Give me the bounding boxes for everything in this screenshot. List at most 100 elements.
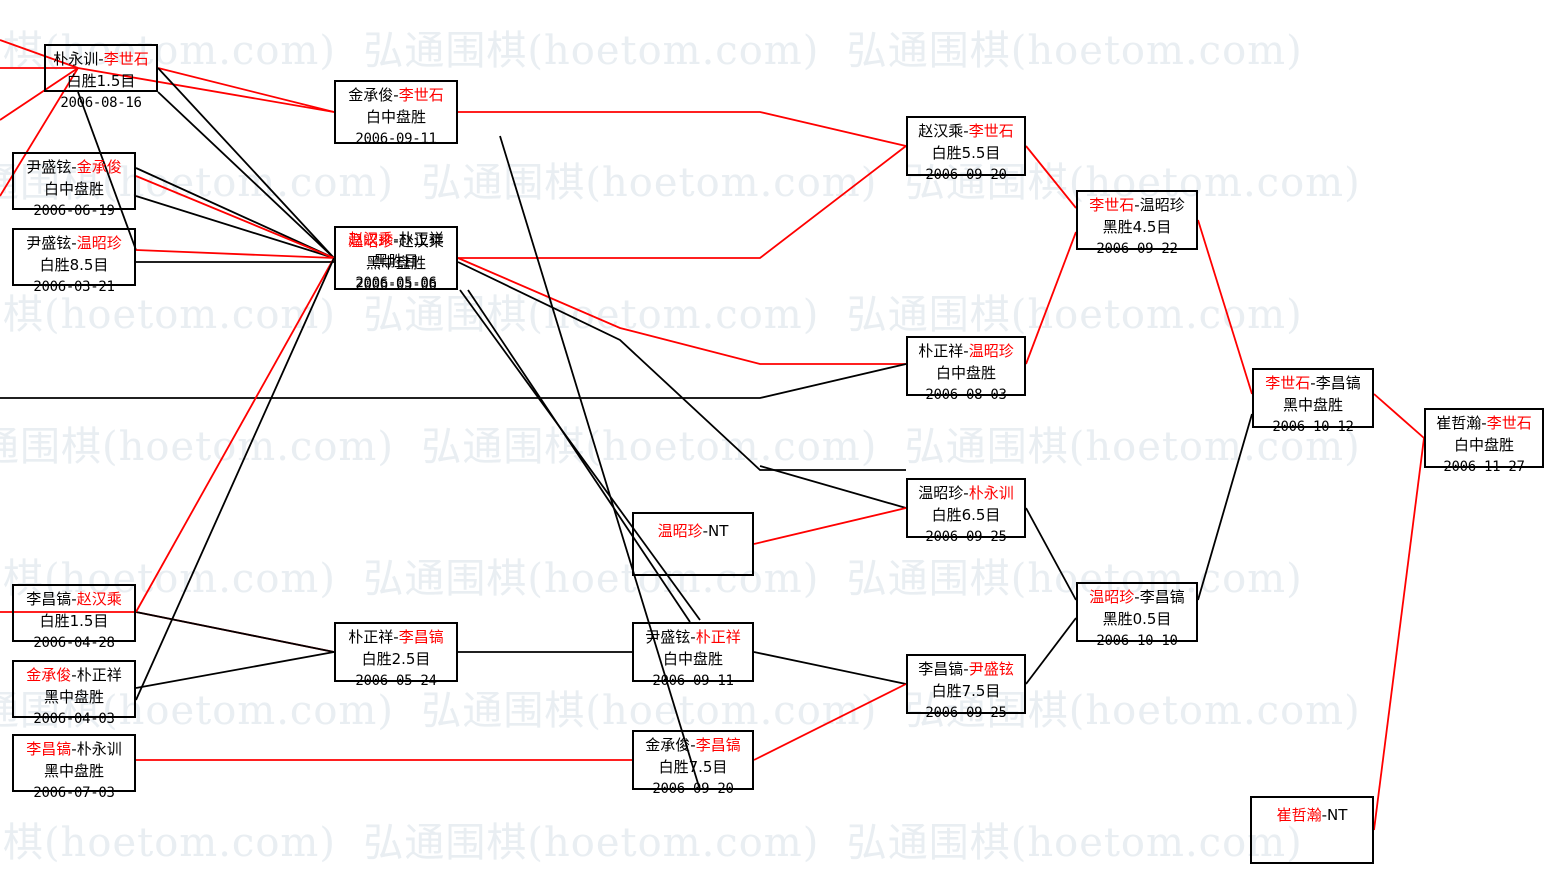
player-right: 朴正祥: [695, 628, 741, 646]
match-date: 2006-09-20: [925, 166, 1007, 183]
match-date: 2006-10-12: [1272, 418, 1354, 435]
match-date: 2006-05-24: [355, 672, 437, 689]
player-right: 温昭珍: [1139, 196, 1185, 214]
player-separator: -: [71, 590, 77, 608]
match-lee-changho-zhao-hancheng[interactable]: 李昌镐-赵汉乘白胜1.5目 2006-04-28: [12, 584, 136, 651]
player-left: 朴正祥: [918, 342, 964, 360]
match-kim-seungjun-park-jeongsang[interactable]: 金承俊-朴正祥 黑中盘胜 2006-04-03: [12, 660, 136, 727]
player-separator: -: [963, 660, 969, 678]
match-players: 崔哲瀚-李世石: [1426, 413, 1542, 435]
match-date: 2006-09-20: [652, 780, 734, 797]
player-right: 朴正祥: [398, 230, 444, 248]
player-separator: -: [963, 484, 969, 502]
match-yoon-seonghyun-kim-seungjun[interactable]: 尹盛铉-金承俊 白中盘胜 2006-06-19: [12, 152, 136, 219]
match-choi-cheolhan-lee-sedol[interactable]: 崔哲瀚-李世石 白中盘胜 2006-11-27: [1424, 408, 1544, 475]
player-left: 李昌镐: [918, 660, 964, 678]
match-date: 2006-03-21: [33, 278, 115, 295]
player-separator: -: [393, 86, 399, 104]
match-result: 白胜6.5目: [931, 505, 1001, 524]
match-players: 李世石-李昌镐: [1254, 373, 1372, 395]
match-date: 2006-09-11: [652, 672, 734, 689]
match-result: 白中盘胜: [1453, 435, 1514, 454]
player-left: 尹盛铉: [26, 234, 72, 252]
match-choi-cheolhan-bye[interactable]: 崔哲瀚-NT: [1250, 796, 1374, 864]
match-overlapped-wen-zhaozhen-zhao-hancheng[interactable]: 温昭珍-赵汉乘 黑中盘胜 2006-05-06 赵汉乘-朴正祥 黑胜目 2006-05-0…: [334, 226, 458, 293]
match-players: 李昌镐-朴永训: [14, 739, 134, 761]
player-right: 朴永训: [968, 484, 1014, 502]
match-players: 朴正祥-李昌镐: [336, 627, 456, 649]
player-right: 赵汉乘: [76, 590, 122, 608]
match-kim-seungjun-lee-changho[interactable]: 金承俊-李昌镐 白胜7.5目 2006-09-20: [632, 730, 754, 797]
player-right: 李昌镐: [1315, 374, 1361, 392]
player-right: 尹盛铉: [968, 660, 1014, 678]
player-right: 金承俊: [76, 158, 122, 176]
match-players: 金承俊-李世石: [336, 85, 456, 107]
match-yoon-seonghyun-park-jeongsang[interactable]: 尹盛铉-朴正祥 白中盘胜 2006-09-11: [632, 622, 754, 689]
player-left: 金承俊: [348, 86, 394, 104]
match-lee-changho-yoon-seonghyun[interactable]: 李昌镐-尹盛铉白胜7.5目 2006-09-25: [906, 654, 1026, 721]
match-players: 温昭珍-NT: [634, 521, 752, 543]
player-right: 李世石: [103, 50, 149, 68]
player-separator: -: [1481, 414, 1487, 432]
match-date: 2006-05-06: [355, 276, 437, 293]
player-left: 崔哲瀚: [1276, 806, 1322, 824]
match-park-jeongsang-wen-zhaozhen[interactable]: 朴正祥-温昭珍 白中盘胜 2006-08-03: [906, 336, 1026, 403]
match-result: 白胜1.5目: [39, 611, 109, 630]
player-right: 朴正祥: [76, 666, 122, 684]
match-result: 白中盘胜: [662, 649, 723, 668]
match-result: 白中盘胜: [365, 107, 426, 126]
match-date: 2006-06-19: [33, 202, 115, 219]
match-date: 2006-10-10: [1096, 632, 1178, 649]
match-lee-sedol-lee-changho[interactable]: 李世石-李昌镐 黑中盘胜 2006-10-12: [1252, 368, 1374, 435]
player-separator: -: [1321, 806, 1328, 824]
match-date: 2006-09-11: [355, 130, 437, 147]
player-left: 李昌镐: [26, 740, 72, 758]
match-date: 2006-08-03: [925, 386, 1007, 403]
player-left: 朴正祥: [348, 628, 394, 646]
player-left: 赵汉乘: [918, 122, 964, 140]
match-yoon-seonghyun-wen-zhaozhen[interactable]: 尹盛铉-温昭珍 白胜8.5目 2006-03-21: [12, 228, 136, 295]
match-date: 2006-08-16: [60, 94, 142, 111]
match-wen-zhaozhen-lee-changho[interactable]: 温昭珍-李昌镐 黑胜0.5目 2006-10-10: [1076, 582, 1198, 649]
player-separator: -: [393, 230, 399, 248]
player-right: 温昭珍: [76, 234, 122, 252]
match-park-younghun-lee-sedol[interactable]: 朴永训-李世石 白胜1.5目 2006-08-16: [44, 44, 158, 111]
match-players: 赵汉乘-朴正祥: [336, 229, 456, 251]
match-lee-sedol-wen-zhaozhen[interactable]: 李世石-温昭珍 黑胜4.5目 2006-09-22: [1076, 190, 1198, 257]
match-result: 白胜7.5目: [658, 757, 728, 776]
player-left: 李世石: [1265, 374, 1311, 392]
player-separator: -: [1134, 588, 1140, 606]
match-date: 2006-04-28: [33, 634, 115, 651]
match-result: 白胜8.5目: [39, 255, 109, 274]
match-date: 2006-09-25: [925, 704, 1007, 721]
match-result: 黑中盘胜: [1282, 395, 1343, 414]
player-separator: -: [71, 666, 77, 684]
player-right: 李昌镐: [695, 736, 741, 754]
match-park-jeongsang-lee-changho[interactable]: 朴正祥-李昌镐 白胜2.5目 2006-05-24: [334, 622, 458, 689]
match-players: 温昭珍-李昌镐: [1078, 587, 1196, 609]
player-left: 温昭珍: [657, 522, 703, 540]
player-right: NT: [708, 522, 729, 540]
player-left: 崔哲瀚: [1436, 414, 1482, 432]
match-result: 黑中盘胜: [365, 253, 426, 272]
match-wen-zhaozhen-park-younghun[interactable]: 温昭珍-朴永训 白胜6.5目 2006-09-25: [906, 478, 1026, 545]
match-result: 黑中盘胜: [43, 761, 104, 780]
match-result: 黑胜4.5目: [1102, 217, 1172, 236]
player-left: 李昌镐: [26, 590, 72, 608]
match-players: 朴正祥-温昭珍: [908, 341, 1024, 363]
match-kim-seungjun-lee-sedol[interactable]: 金承俊-李世石 白中盘胜 2006-09-11: [334, 80, 458, 147]
player-right: NT: [1327, 806, 1348, 824]
player-right: 李世石: [1486, 414, 1532, 432]
player-right: 李世石: [398, 86, 444, 104]
player-left: 温昭珍: [1089, 588, 1135, 606]
match-result: 白胜7.5目: [931, 681, 1001, 700]
match-zhao-hancheng-lee-sedol[interactable]: 赵汉乘-李世石 白胜5.5目 2006-09-20: [906, 116, 1026, 183]
match-players: 朴永训-李世石: [46, 49, 156, 71]
player-left: 温昭珍: [918, 484, 964, 502]
match-players: 尹盛铉-温昭珍: [14, 233, 134, 255]
match-wen-zhaozhen-bye[interactable]: 温昭珍-NT: [632, 512, 754, 576]
match-lee-changho-park-younghun[interactable]: 李昌镐-朴永训 黑中盘胜 2006-07-03: [12, 734, 136, 801]
player-left: 温昭珍: [348, 232, 394, 250]
match-players: 尹盛铉-金承俊: [14, 157, 134, 179]
